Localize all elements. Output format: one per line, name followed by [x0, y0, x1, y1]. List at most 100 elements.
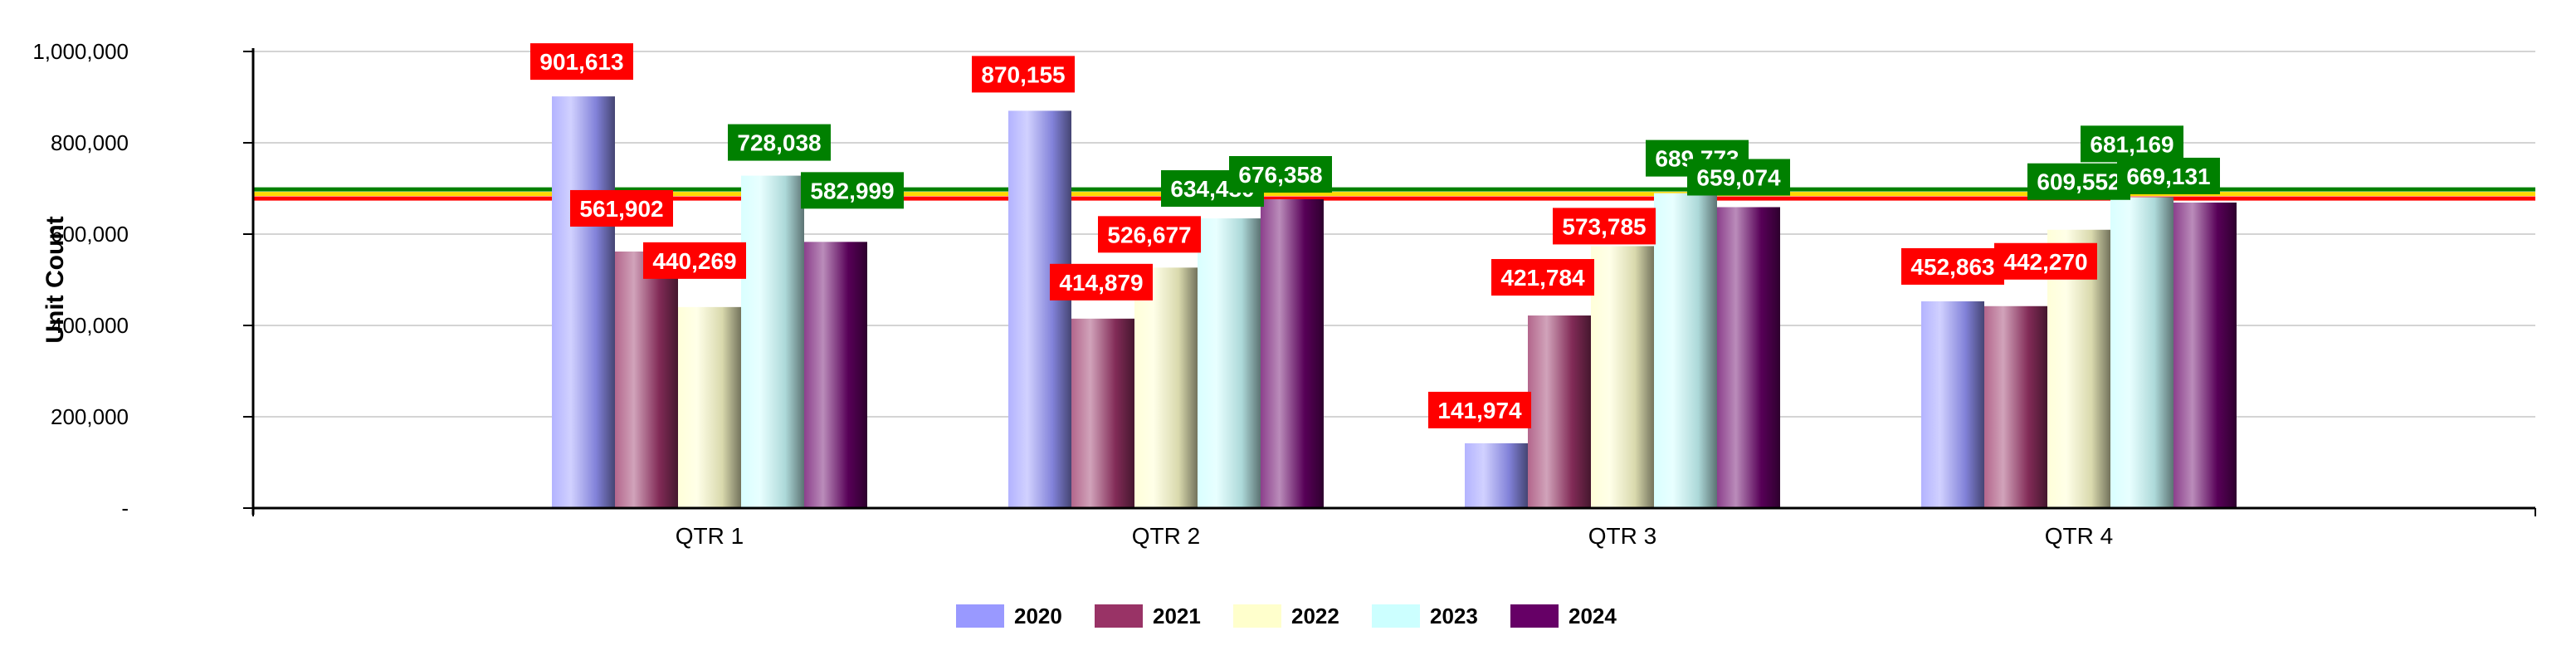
data-label-group: 573,785 — [1553, 208, 1656, 245]
bar-2021-qtr-4 — [1984, 306, 2047, 508]
y-tick-label: 400,000 — [51, 313, 129, 338]
data-label: 901,613 — [539, 49, 623, 75]
legend-label: 2020 — [1014, 604, 1062, 628]
y-tick-label: 800,000 — [51, 130, 129, 155]
data-label: 421,784 — [1500, 265, 1585, 291]
data-label-box — [972, 56, 1075, 93]
bar-2024-qtr-2 — [1261, 199, 1324, 508]
bar-2020-qtr-2 — [1008, 110, 1071, 509]
data-label-box — [2027, 163, 2130, 200]
legend-item: 2020 — [956, 604, 1062, 628]
data-label-box — [1428, 391, 1531, 428]
legend-swatch — [1233, 604, 1281, 628]
data-label: 452,863 — [1910, 254, 1994, 280]
data-label: 526,677 — [1107, 222, 1191, 247]
data-label: 681,169 — [2090, 131, 2174, 157]
bar-2023-qtr-1 — [741, 175, 804, 508]
data-label: 440,269 — [652, 248, 736, 274]
legend-swatch — [1510, 604, 1559, 628]
data-label: 561,902 — [579, 196, 663, 222]
data-label-group: 414,879 — [1050, 263, 1153, 301]
data-labels: 901,613 870,155 141,974 452,863 561,902 414,8… — [530, 43, 2220, 428]
data-label-group: 582,999 — [801, 172, 904, 209]
bar-2022-qtr-3 — [1591, 246, 1654, 508]
data-label: 573,785 — [1562, 213, 1646, 239]
bar-2022-qtr-1 — [678, 306, 741, 508]
data-label: 609,552 — [2037, 169, 2120, 195]
bar-2023-qtr-2 — [1198, 218, 1261, 508]
bar-2021-qtr-3 — [1528, 315, 1591, 508]
data-label-box — [801, 172, 904, 209]
legend-item: 2022 — [1233, 604, 1339, 628]
legend-swatch — [1095, 604, 1143, 628]
data-label-group: 669,131 — [2117, 157, 2220, 194]
data-label-box — [1229, 156, 1332, 193]
data-label: 669,131 — [2126, 164, 2210, 189]
data-label-group: 421,784 — [1491, 259, 1594, 296]
data-label-group: 681,169 — [2081, 125, 2183, 163]
data-label-group: 452,863 — [1901, 247, 2004, 285]
data-label: 141,974 — [1437, 398, 1522, 423]
bar-2021-qtr-2 — [1071, 318, 1134, 508]
legend-label: 2023 — [1430, 604, 1478, 628]
y-tick-label: 1,000,000 — [32, 39, 129, 64]
data-label-box — [2081, 125, 2183, 163]
data-label-group: 526,677 — [1098, 216, 1201, 253]
bar-2020-qtr-1 — [552, 96, 615, 508]
bar-2024-qtr-1 — [804, 242, 867, 508]
legend-label: 2022 — [1291, 604, 1339, 628]
axes: - 200,000 400,000 600,000 800,000 1,000,000 QT… — [32, 39, 2536, 549]
y-axis-title: Unit Count — [41, 216, 69, 343]
data-label-box — [1994, 242, 2097, 280]
bar-2022-qtr-2 — [1134, 267, 1198, 508]
x-tick-label: QTR 3 — [1588, 523, 1656, 549]
legend-item: 2023 — [1372, 604, 1478, 628]
bar-2023-qtr-4 — [2110, 197, 2174, 508]
data-label-group: 141,974 — [1428, 391, 1531, 428]
y-tick-label: - — [121, 496, 129, 521]
data-label-box — [1050, 263, 1153, 301]
data-label: 442,270 — [2003, 249, 2087, 275]
data-label: 659,074 — [1696, 165, 1781, 191]
x-tick-label: QTR 1 — [676, 523, 744, 549]
bar-2021-qtr-1 — [615, 251, 678, 508]
legend: 2020 2021 2022 2023 2024 — [956, 604, 1617, 628]
legend-swatch — [1372, 604, 1420, 628]
data-label-group: 901,613 — [530, 43, 633, 81]
legend-item: 2024 — [1510, 604, 1617, 628]
bar-2020-qtr-4 — [1921, 301, 1984, 508]
y-tick-label: 600,000 — [51, 222, 129, 247]
data-label-box — [1687, 159, 1790, 196]
data-label: 676,358 — [1238, 162, 1322, 188]
legend-swatch — [956, 604, 1004, 628]
data-label-group: 659,074 — [1687, 159, 1790, 196]
data-label-group: 676,358 — [1229, 156, 1332, 193]
x-tick-label: QTR 4 — [2045, 523, 2113, 549]
data-label: 414,879 — [1059, 270, 1143, 296]
legend-label: 2021 — [1153, 604, 1201, 628]
data-label-group: 442,270 — [1994, 242, 2097, 280]
data-label-box — [643, 242, 746, 279]
bar-2024-qtr-3 — [1717, 207, 1780, 509]
data-label: 582,999 — [810, 178, 894, 203]
data-label-group: 561,902 — [570, 189, 673, 227]
x-tick-label: QTR 2 — [1132, 523, 1200, 549]
data-label: 728,038 — [737, 130, 821, 156]
data-label-group: 870,155 — [972, 56, 1075, 93]
data-label-box — [1901, 247, 2004, 285]
bar-2020-qtr-3 — [1465, 443, 1528, 508]
data-label-box — [1491, 259, 1594, 296]
data-label-box — [1098, 216, 1201, 253]
data-label-group: 609,552 — [2027, 163, 2130, 200]
bar-2024-qtr-4 — [2174, 202, 2237, 508]
data-label-box — [1553, 208, 1656, 245]
bar-2023-qtr-3 — [1654, 193, 1717, 508]
data-label-group: 728,038 — [728, 124, 831, 161]
legend-label: 2024 — [1569, 604, 1617, 628]
data-label-box — [530, 43, 633, 81]
data-label-box — [570, 189, 673, 227]
data-label: 870,155 — [981, 61, 1065, 87]
legend-item: 2021 — [1095, 604, 1201, 628]
